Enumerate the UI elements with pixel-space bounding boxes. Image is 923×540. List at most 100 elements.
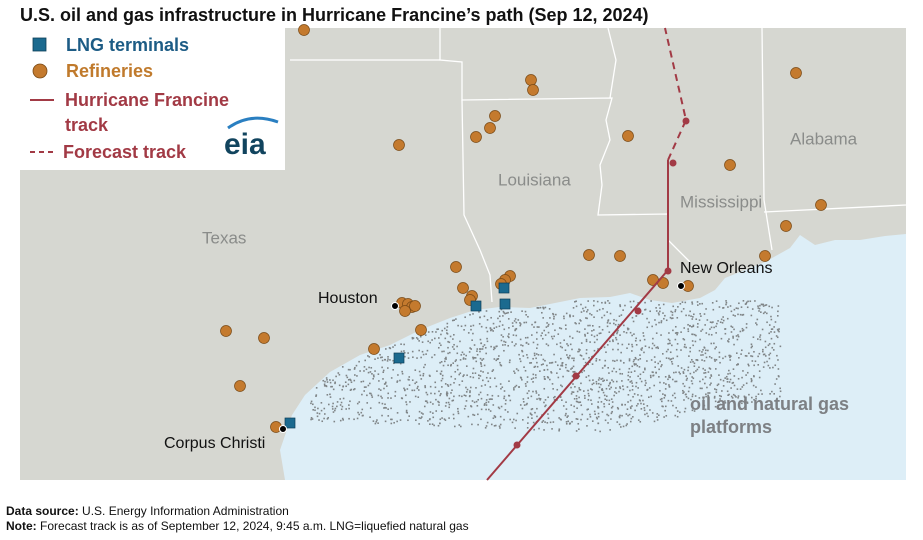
platform xyxy=(545,326,548,328)
platform xyxy=(472,413,474,416)
platform xyxy=(777,359,779,361)
platform xyxy=(507,318,510,320)
platform xyxy=(724,400,726,402)
platform xyxy=(487,401,490,403)
platform xyxy=(596,417,599,420)
platform xyxy=(663,317,665,320)
platform xyxy=(768,305,771,308)
platform xyxy=(379,356,382,359)
platform xyxy=(323,383,326,386)
platform xyxy=(511,421,514,424)
legend-item: LNG terminals xyxy=(66,35,189,55)
platform xyxy=(657,347,659,350)
platform xyxy=(378,388,380,390)
platform xyxy=(424,363,426,366)
platform xyxy=(315,387,318,389)
platform xyxy=(591,403,593,405)
platform xyxy=(620,314,623,316)
platform xyxy=(489,377,492,379)
platform xyxy=(499,383,502,385)
platform xyxy=(424,386,427,389)
platform xyxy=(492,348,495,351)
platform xyxy=(655,310,658,312)
platform xyxy=(653,384,656,387)
platform xyxy=(699,303,701,305)
platform xyxy=(646,317,648,320)
platform xyxy=(532,390,534,393)
platform xyxy=(371,396,374,398)
platform xyxy=(688,386,691,389)
platform xyxy=(435,398,437,401)
platform xyxy=(561,346,564,349)
platform xyxy=(779,387,781,390)
platform xyxy=(709,377,711,379)
platform xyxy=(742,300,745,302)
platform xyxy=(620,426,622,428)
platform xyxy=(530,395,533,398)
platform xyxy=(593,316,595,319)
platform xyxy=(579,401,582,404)
platform xyxy=(572,307,575,309)
platform xyxy=(445,329,448,332)
platform xyxy=(386,360,389,362)
platform xyxy=(467,415,470,418)
platform xyxy=(683,391,685,393)
platform xyxy=(687,328,689,330)
platform xyxy=(379,353,381,356)
platform xyxy=(498,355,500,357)
platform xyxy=(743,396,746,398)
platform xyxy=(485,352,487,355)
platform xyxy=(691,303,694,305)
platform xyxy=(733,328,735,331)
platform xyxy=(355,364,358,367)
platform xyxy=(350,388,353,391)
platform xyxy=(674,309,677,311)
platform xyxy=(619,387,622,390)
platform xyxy=(483,403,486,405)
platform xyxy=(536,307,539,309)
platform xyxy=(544,399,547,401)
platform xyxy=(604,419,607,422)
platform xyxy=(472,372,474,375)
platform xyxy=(710,374,712,376)
platform xyxy=(607,320,609,322)
platform xyxy=(526,336,529,339)
platform xyxy=(718,356,721,358)
platform xyxy=(554,361,557,363)
platform xyxy=(568,356,570,359)
platform xyxy=(681,301,684,303)
platform xyxy=(447,385,450,387)
platform xyxy=(425,391,428,394)
platform xyxy=(358,360,360,363)
platform xyxy=(708,355,711,358)
platform xyxy=(597,412,600,415)
platform xyxy=(446,394,448,397)
platform xyxy=(531,334,533,336)
platform xyxy=(771,390,773,393)
platform xyxy=(453,333,455,336)
platform xyxy=(615,336,617,339)
platform xyxy=(562,375,564,378)
platform xyxy=(477,374,480,377)
platform xyxy=(460,325,463,328)
platform xyxy=(444,357,446,360)
platform xyxy=(704,376,707,378)
platform xyxy=(600,388,603,391)
platform xyxy=(507,344,510,347)
platform xyxy=(492,322,495,325)
platform xyxy=(464,405,467,407)
platform xyxy=(381,359,384,362)
platform xyxy=(571,391,574,393)
platform xyxy=(703,313,706,315)
platform xyxy=(446,326,449,328)
platform xyxy=(573,370,576,373)
platform xyxy=(617,408,620,410)
platform xyxy=(362,380,365,383)
platform xyxy=(741,402,743,405)
platform xyxy=(769,352,772,355)
platform xyxy=(597,348,599,350)
platform xyxy=(521,344,524,347)
platform xyxy=(532,421,535,424)
platform xyxy=(751,345,753,348)
platform xyxy=(727,340,730,343)
